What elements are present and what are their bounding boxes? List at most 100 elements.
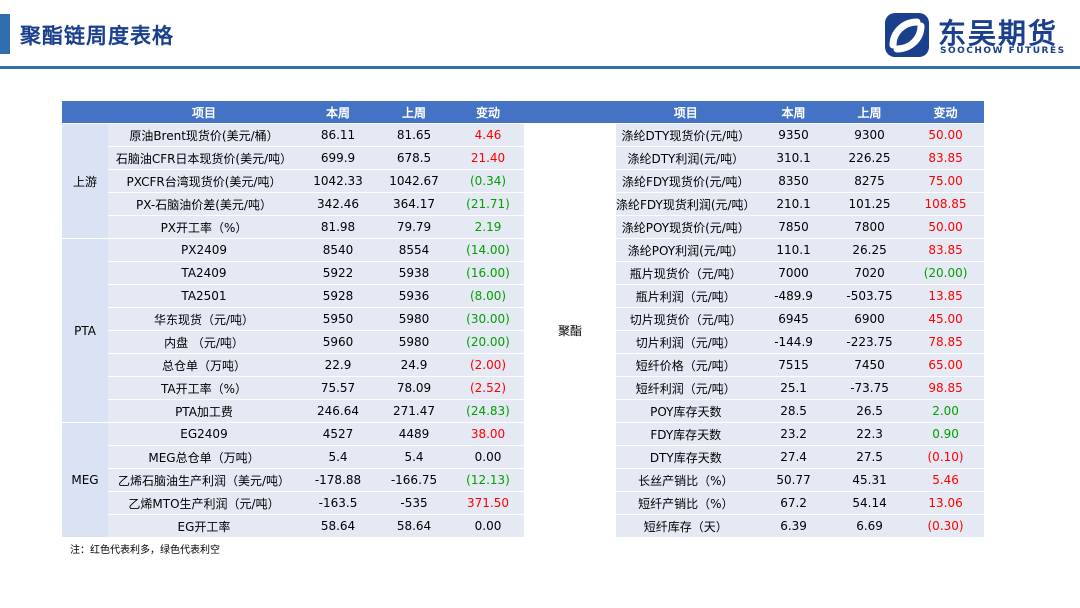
last-week-value: 54.14 — [831, 491, 908, 515]
this-week-value: -163.5 — [300, 491, 376, 515]
this-week-value: 27.4 — [755, 445, 832, 469]
item-label: PTA加工费 — [108, 399, 300, 423]
item-label: PX-石脑油价差(美元/吨） — [108, 192, 300, 216]
page-title: 聚酯链周度表格 — [20, 24, 174, 48]
last-week-value: 22.3 — [831, 422, 908, 446]
this-week-value: 6945 — [755, 307, 832, 331]
item-label: 华东现货（元/吨） — [108, 307, 300, 331]
this-week-value: 7850 — [755, 215, 832, 239]
company-logo: 东吴期货 SOOCHOW FUTURES — [884, 12, 1074, 58]
change-value: 83.85 — [907, 146, 984, 170]
item-label: 短纤利润（元/吨） — [616, 376, 756, 400]
this-week-value: 86.11 — [300, 123, 376, 147]
this-week-value: -489.9 — [755, 284, 832, 308]
item-label: EG2409 — [108, 422, 300, 446]
table-row: 乙烯MTO生产利润（元/吨） -163.5 -535 371.50 短纤产销比（%） 67… — [62, 491, 984, 515]
table-row: PXCFR台湾现货价(美元/吨） 1042.33 1042.67 (0.34) 涤纶FD… — [62, 169, 984, 193]
this-week-value: 699.9 — [300, 146, 376, 170]
change-value: 2.00 — [907, 399, 984, 423]
header-accent-bar — [0, 14, 10, 54]
this-week-value: 5950 — [300, 307, 376, 331]
change-value: 4.46 — [452, 123, 524, 147]
item-label: 切片现货价（元/吨） — [616, 307, 756, 331]
last-week-value: 78.09 — [376, 376, 452, 400]
change-value: (2.52) — [452, 376, 524, 400]
item-label: PXCFR台湾现货价(美元/吨） — [108, 169, 300, 193]
change-value: (12.13) — [452, 468, 524, 492]
item-label: 乙烯MTO生产利润（元/吨） — [108, 491, 300, 515]
change-value: (2.00) — [452, 353, 524, 377]
item-label: 原油Brent现货价(美元/桶） — [108, 123, 300, 147]
table-header-row: 项目 本周 上周 变动 项目 本周 上周 变动 — [62, 101, 984, 124]
item-label: PX开工率（%） — [108, 215, 300, 239]
this-week-value: 246.64 — [300, 399, 376, 423]
group-label: PTA — [62, 238, 108, 423]
item-label: 切片利润（元/吨） — [616, 330, 756, 354]
table-row: PX开工率（%） 81.98 79.79 2.19 涤纶POY现货价(元/吨） 7850 7… — [62, 215, 984, 239]
change-value: 5.46 — [907, 468, 984, 492]
soochow-logo-icon — [885, 13, 929, 57]
last-week-value: 26.5 — [831, 399, 908, 423]
this-week-value: 75.57 — [300, 376, 376, 400]
change-value: (8.00) — [452, 284, 524, 308]
change-value: 13.06 — [907, 491, 984, 515]
header-this-week-right: 本周 — [755, 101, 832, 124]
header-group-right — [524, 101, 616, 124]
table-row: 上游 原油Brent现货价(美元/桶） 86.11 81.65 4.46 聚酯 涤纶DTY现… — [62, 123, 984, 538]
last-week-value: -73.75 — [831, 376, 908, 400]
last-week-value: 58.64 — [376, 514, 452, 538]
table-row: MEG总仓单（万吨） 5.4 5.4 0.00 DTY库存天数 27.4 27.5 (0.10… — [62, 445, 984, 469]
change-value: (0.30) — [907, 514, 984, 538]
change-value: 21.40 — [452, 146, 524, 170]
change-value: 65.00 — [907, 353, 984, 377]
item-label: 涤纶POY利润(元/吨） — [616, 238, 756, 262]
group-label: MEG — [62, 422, 108, 538]
change-value: 50.00 — [907, 123, 984, 147]
change-value: 38.00 — [452, 422, 524, 446]
table-row: EG开工率 58.64 58.64 0.00 短纤库存（天） 6.39 6.69 (0.30) — [62, 514, 984, 538]
last-week-value: -535 — [376, 491, 452, 515]
item-label: 石脑油CFR日本现货价(美元/吨） — [108, 146, 300, 170]
header-change-left: 变动 — [452, 101, 524, 124]
last-week-value: 7450 — [831, 353, 908, 377]
polyester-chain-table: 项目 本周 上周 变动 项目 本周 上周 变动 上游 原油Brent现货价(美元/… — [62, 101, 984, 538]
item-label: 短纤产销比（%） — [616, 491, 756, 515]
last-week-value: 5980 — [376, 330, 452, 354]
this-week-value: 81.98 — [300, 215, 376, 239]
this-week-value: 8540 — [300, 238, 376, 262]
change-value: (14.00) — [452, 238, 524, 262]
item-label: 涤纶POY现货价(元/吨） — [616, 215, 756, 239]
item-label: MEG总仓单（万吨） — [108, 445, 300, 469]
table-row: 华东现货（元/吨） 5950 5980 (30.00) 切片现货价（元/吨） 6945 69… — [62, 307, 984, 331]
last-week-value: 81.65 — [376, 123, 452, 147]
change-value: 98.85 — [907, 376, 984, 400]
last-week-value: 226.25 — [831, 146, 908, 170]
header-last-week-left: 上周 — [376, 101, 452, 124]
change-value: 13.85 — [907, 284, 984, 308]
change-value: (0.34) — [452, 169, 524, 193]
change-value: (24.83) — [452, 399, 524, 423]
change-value: 50.00 — [907, 215, 984, 239]
last-week-value: -166.75 — [376, 468, 452, 492]
last-week-value: 24.9 — [376, 353, 452, 377]
table-row: PTA加工费 246.64 271.47 (24.83) POY库存天数 28.5 26.5… — [62, 399, 984, 423]
change-value: 371.50 — [452, 491, 524, 515]
item-label: 瓶片现货价（元/吨） — [616, 261, 756, 285]
table-row: TA2409 5922 5938 (16.00) 瓶片现货价（元/吨） 7000 7020(… — [62, 261, 984, 285]
footnote: 注：红色代表利多，绿色代表利空 — [70, 545, 220, 556]
this-week-value: 210.1 — [755, 192, 832, 216]
header-divider — [0, 66, 1080, 69]
change-value: (16.00) — [452, 261, 524, 285]
item-label: PX2409 — [108, 238, 300, 262]
change-value: (30.00) — [452, 307, 524, 331]
last-week-value: 6.69 — [831, 514, 908, 538]
this-week-value: 23.2 — [755, 422, 832, 446]
last-week-value: 678.5 — [376, 146, 452, 170]
item-label: POY库存天数 — [616, 399, 756, 423]
header-change-right: 变动 — [907, 101, 984, 124]
header-item-left: 项目 — [108, 101, 300, 124]
last-week-value: 5936 — [376, 284, 452, 308]
last-week-value: 7800 — [831, 215, 908, 239]
last-week-value: 9300 — [831, 123, 908, 147]
last-week-value: 6900 — [831, 307, 908, 331]
